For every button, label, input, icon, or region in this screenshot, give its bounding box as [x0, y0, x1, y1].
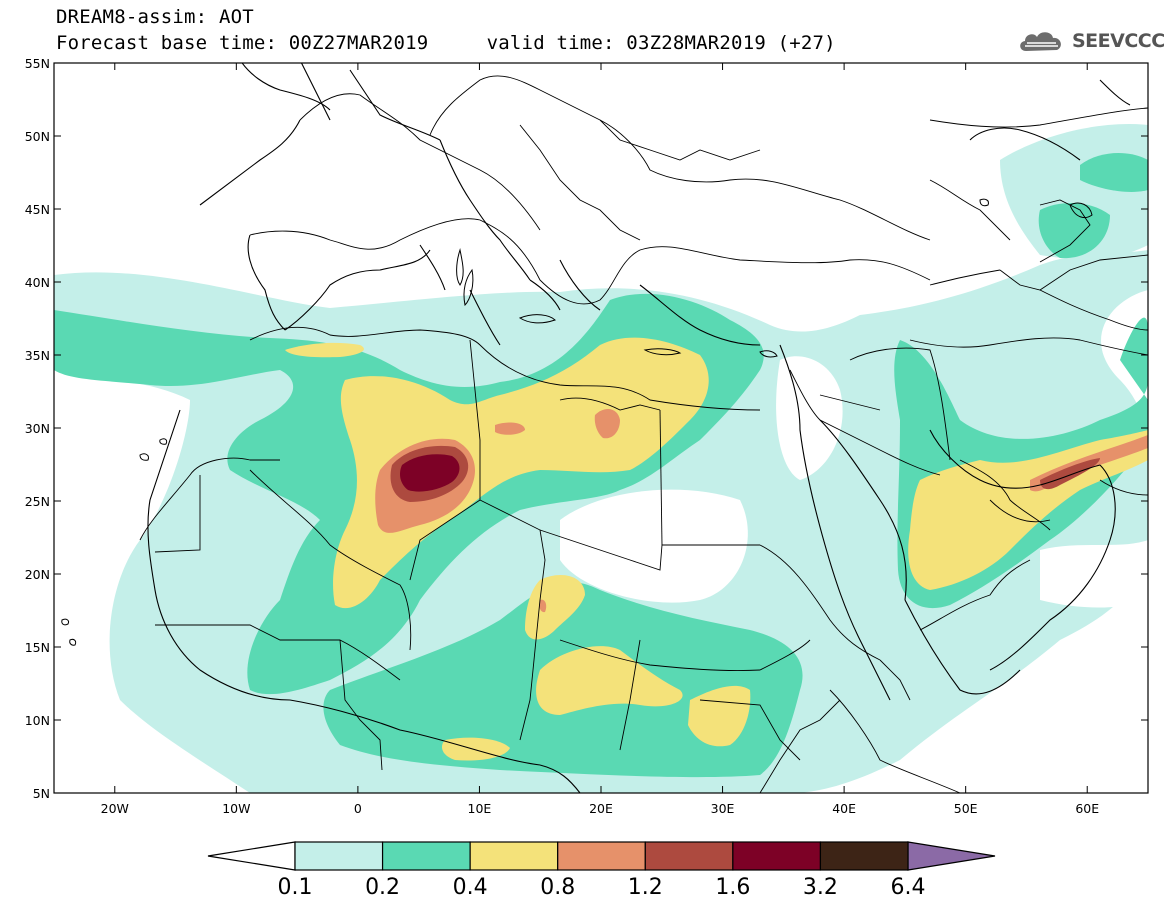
lon-label: 30E: [711, 801, 735, 816]
lat-label: 35N: [25, 348, 50, 363]
lat-label: 45N: [25, 202, 50, 217]
colorbar-label: 0.1: [278, 875, 313, 900]
colorbar-label: 1.2: [628, 875, 663, 900]
lon-label: 10W: [222, 801, 250, 816]
colorbar-boxes: [294, 841, 909, 871]
map-title: DREAM8-assim: AOT: [56, 6, 254, 28]
lon-label: 0: [354, 801, 362, 816]
lon-tick-group: 20W 10W 0 10E 20E 30E 40E 50E 60E: [101, 63, 1099, 816]
colorbar-box: [819, 841, 909, 871]
lat-label: 30N: [25, 421, 50, 436]
colorbar-box: [644, 841, 734, 871]
lat-label: 20N: [25, 567, 50, 582]
seevccc-logo: SEEVCCC: [1016, 26, 1165, 56]
forecast-time-line: Forecast base time: 00Z27MAR2019 valid t…: [56, 32, 836, 54]
lat-label: 55N: [25, 56, 50, 71]
lon-label: 50E: [954, 801, 978, 816]
colorbar-label: 0.2: [365, 875, 400, 900]
colorbar-label: 6.4: [891, 875, 926, 900]
aot-clear-areas: [560, 356, 1148, 608]
lat-tick-group: 55N 50N 45N 40N 35N 30N 25N 20N 15N 10N 5N: [25, 56, 1148, 801]
cloud-icon: [1020, 32, 1061, 51]
colorbar-label: 3.2: [803, 875, 838, 900]
lon-label: 10E: [468, 801, 492, 816]
colorbar-label: 0.8: [540, 875, 575, 900]
lat-label: 15N: [25, 640, 50, 655]
lat-label: 5N: [33, 786, 50, 801]
lat-label: 10N: [25, 713, 50, 728]
lon-label: 20W: [101, 801, 129, 816]
colorbar-box: [294, 841, 384, 871]
colorbar-box: [469, 841, 559, 871]
colorbar: 0.1 0.2 0.4 0.8 1.2 1.6 3.2 6.4: [207, 841, 996, 900]
colorbar-lower-arrow: [207, 841, 296, 871]
logo-text: SEEVCCC: [1072, 30, 1165, 52]
colorbar-box: [557, 841, 646, 871]
colorbar-box: [381, 841, 471, 871]
islands: [61, 198, 1093, 646]
lon-label: 40E: [832, 801, 856, 816]
lat-label: 25N: [25, 494, 50, 509]
coastlines: [147, 63, 1131, 793]
lat-label: 40N: [25, 275, 50, 290]
lon-label: 60E: [1075, 801, 1099, 816]
colorbar-label: 1.6: [715, 875, 750, 900]
colorbar-box: [732, 841, 822, 871]
colorbar-upper-arrow: [907, 841, 996, 871]
country-boundaries: [139, 75, 1148, 793]
colorbar-labels: 0.1 0.2 0.4 0.8 1.2 1.6 3.2 6.4: [278, 875, 926, 900]
aot-level-16: [400, 454, 460, 492]
colorbar-label: 0.4: [453, 875, 488, 900]
lat-label: 50N: [25, 129, 50, 144]
lon-label: 20E: [589, 801, 613, 816]
